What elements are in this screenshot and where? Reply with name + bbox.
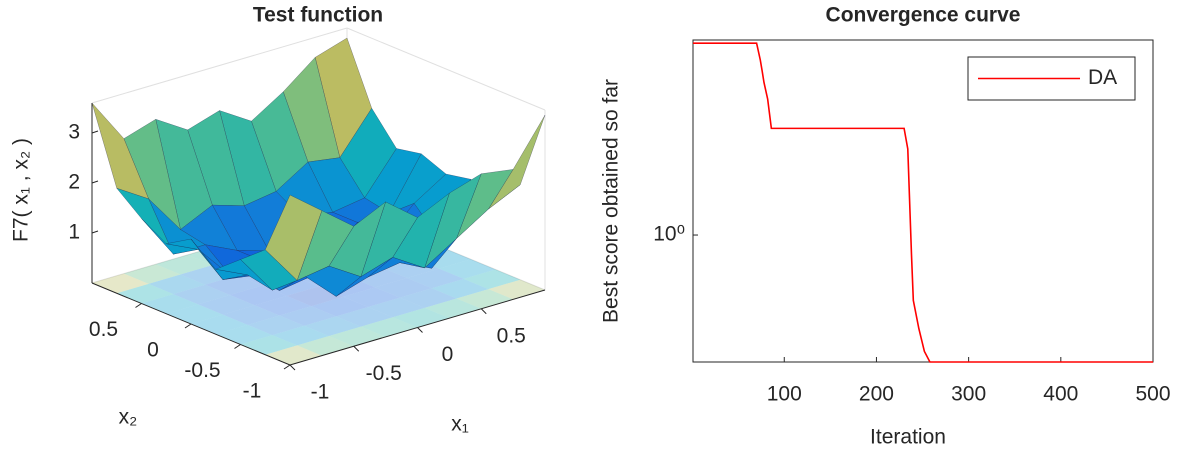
- floor-cell: [438, 259, 496, 279]
- floor-cell: [205, 275, 262, 295]
- x-tick: [289, 364, 296, 371]
- x-tick-label: 0.5: [497, 324, 526, 347]
- y-tick-label: 10⁰: [653, 223, 685, 246]
- floor-cell: [456, 289, 514, 309]
- floor-cell: [360, 317, 418, 337]
- y-tick-label: -1: [243, 380, 262, 403]
- floor-cell: [222, 305, 280, 325]
- floor-cell: [399, 288, 457, 308]
- y-tick-label: 0.5: [89, 318, 118, 341]
- floor-cell: [392, 307, 450, 328]
- floor-cell: [336, 307, 393, 327]
- floor-cell: [230, 285, 287, 306]
- box-edge: [346, 27, 546, 111]
- floor-cell: [279, 306, 337, 326]
- z-axis-label: F7( x₁ , x₂ ): [10, 138, 33, 242]
- floor-cell: [155, 254, 213, 275]
- floor-cell: [247, 315, 305, 336]
- legend-label: DA: [1088, 66, 1117, 89]
- floor-cell: [272, 325, 329, 346]
- y-tick: [234, 344, 241, 349]
- z-tick: [91, 180, 99, 184]
- y-axis-label: Best score obtained so far: [600, 79, 623, 323]
- y-tick: [184, 323, 192, 329]
- floor-cell: [375, 278, 432, 298]
- floor-cell: [488, 279, 545, 300]
- surface-cell: [265, 194, 323, 281]
- z-tick-label: 2: [68, 171, 80, 194]
- floor-cell: [254, 295, 312, 316]
- floor-cell: [261, 276, 319, 296]
- x-axis-label: Iteration: [870, 426, 946, 449]
- floor-cell: [431, 278, 489, 299]
- y-tick-label: -0.5: [184, 359, 220, 382]
- floor-cell: [463, 269, 521, 290]
- x-tick-label: 400: [1043, 383, 1078, 406]
- series-line: [693, 42, 1153, 363]
- floor-cell: [297, 336, 354, 356]
- z-tick-label: 3: [68, 121, 80, 144]
- floor-cell: [407, 268, 464, 289]
- floor-cell: [350, 267, 407, 288]
- floor-cell: [304, 316, 361, 336]
- z-tick: [91, 230, 99, 234]
- floor-cell: [343, 287, 400, 307]
- y-tick: [283, 364, 291, 370]
- floor-cell: [311, 296, 368, 317]
- z-tick-label: 1: [68, 221, 80, 244]
- chart-title: Convergence curve: [826, 4, 1021, 27]
- floor-cell: [424, 298, 482, 319]
- x-tick-label: 100: [767, 383, 802, 406]
- floor-cell: [329, 326, 386, 347]
- box-edge: [91, 27, 348, 104]
- z-tick: [91, 130, 99, 134]
- chart-title: Test function: [253, 4, 383, 27]
- x-tick-label: -1: [311, 381, 330, 404]
- floor-cell: [198, 295, 255, 315]
- x-tick-label: -0.5: [366, 362, 402, 385]
- floor-cell: [123, 264, 181, 284]
- x-tick-label: 0: [442, 343, 454, 366]
- floor-cell: [173, 284, 230, 305]
- y-tick: [135, 303, 142, 308]
- x-tick-label: 300: [951, 383, 986, 406]
- x-tick-label: 500: [1135, 383, 1170, 406]
- x-tick: [417, 327, 423, 333]
- floor-cell: [148, 274, 206, 295]
- x-axis-label: x₁: [451, 413, 469, 436]
- y-axis-label: x₂: [119, 406, 138, 429]
- x-tick: [480, 308, 487, 315]
- x-tick-label: 200: [859, 383, 894, 406]
- x-tick: [353, 345, 360, 352]
- floor-cell: [368, 297, 425, 318]
- y-tick-label: 0: [147, 339, 159, 362]
